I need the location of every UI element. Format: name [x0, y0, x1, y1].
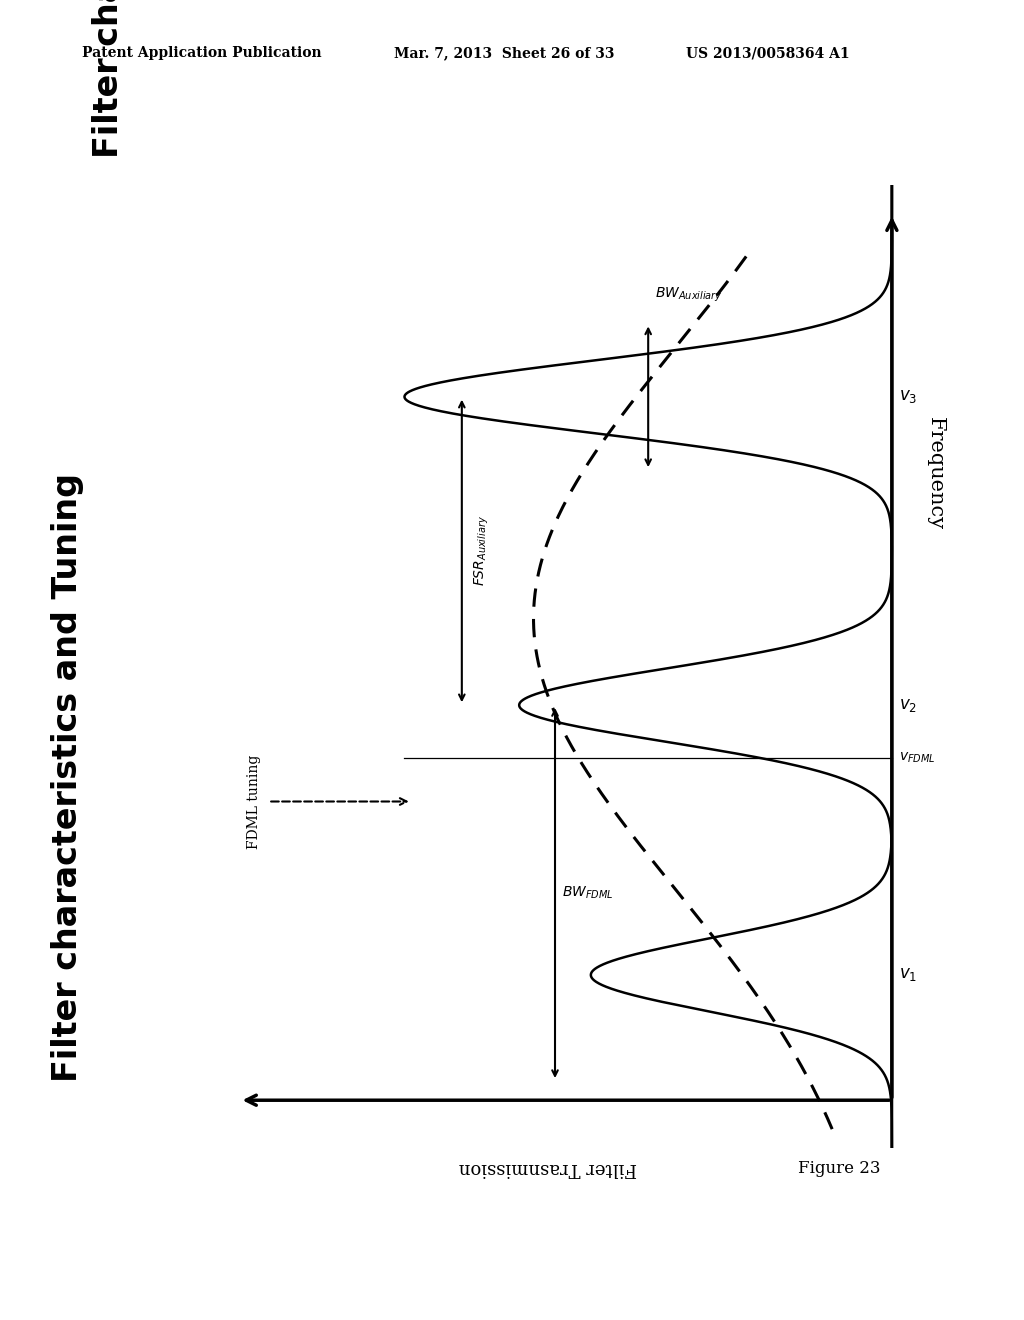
Text: Filter characteristics and Tuning: Filter characteristics and Tuning — [51, 474, 84, 1082]
Text: Mar. 7, 2013  Sheet 26 of 33: Mar. 7, 2013 Sheet 26 of 33 — [394, 46, 614, 61]
Text: $v_2$: $v_2$ — [899, 697, 918, 714]
Text: Filter Trasnmission: Filter Trasnmission — [459, 1159, 637, 1176]
Text: Filter characteristics and Tuning: Filter characteristics and Tuning — [92, 0, 125, 158]
Text: $v_3$: $v_3$ — [899, 388, 918, 405]
Text: $BW_{FDML}$: $BW_{FDML}$ — [562, 884, 613, 902]
Text: $BW_{Auxiliary}$: $BW_{Auxiliary}$ — [655, 286, 723, 305]
Text: US 2013/0058364 A1: US 2013/0058364 A1 — [686, 46, 850, 61]
Text: $v_{FDML}$: $v_{FDML}$ — [899, 751, 936, 766]
Text: Patent Application Publication: Patent Application Publication — [82, 46, 322, 61]
Text: FDML tuning: FDML tuning — [247, 754, 261, 849]
Text: Figure 23: Figure 23 — [799, 1160, 881, 1176]
Text: Frequency: Frequency — [926, 417, 944, 531]
Text: $FSR_{Auxiliary}$: $FSR_{Auxiliary}$ — [473, 516, 490, 586]
Text: $v_1$: $v_1$ — [899, 966, 918, 983]
